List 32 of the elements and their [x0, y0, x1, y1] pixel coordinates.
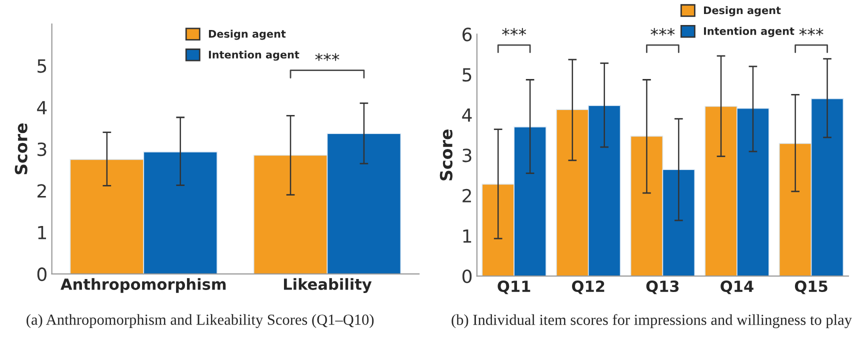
x-tick-label: Anthropomorphism [60, 278, 226, 293]
y-tick-label: 6 [462, 28, 472, 42]
annotation: *** [502, 28, 526, 36]
legend-label: Design agent [704, 6, 781, 16]
x-tick-label: Q11 [498, 280, 530, 294]
legend-label: Design agent [208, 30, 286, 40]
y-tick-label: 1 [38, 226, 46, 240]
y-tick-label: 4 [462, 108, 472, 122]
x-tick-label: Likeability [284, 278, 372, 294]
text: (a) Anthropomorphism and Likeability Scores (Q1–Q10) [26, 314, 374, 328]
y-tick-label: 3 [462, 148, 472, 162]
annotation: *** [650, 28, 675, 36]
annotation: *** [315, 53, 340, 61]
x-tick-label: Q15 [794, 280, 828, 294]
text: (b) Individual item scores for impressions and willingness to play [452, 314, 852, 328]
y-tick-label: 0 [462, 270, 472, 284]
y-axis-title: Score [14, 123, 28, 174]
y-tick-label: 5 [38, 59, 46, 73]
y-tick-label: 1 [463, 229, 472, 243]
y-tick-label: 2 [462, 188, 471, 202]
legend-label: Intention agent [704, 26, 794, 38]
legend-label: Intention agent [208, 50, 300, 61]
annotation: *** [799, 28, 824, 36]
x-tick-label: Q13 [646, 280, 679, 294]
y-tick-label: 0 [37, 267, 46, 282]
y-tick-label: 2 [38, 184, 46, 198]
x-tick-label: Q12 [572, 280, 604, 294]
x-tick-label: Q14 [720, 280, 754, 294]
y-tick-label: 4 [37, 101, 47, 114]
y-tick-label: 3 [38, 142, 46, 156]
y-tick-label: 5 [462, 68, 472, 82]
y-axis-title: Score [440, 130, 452, 180]
